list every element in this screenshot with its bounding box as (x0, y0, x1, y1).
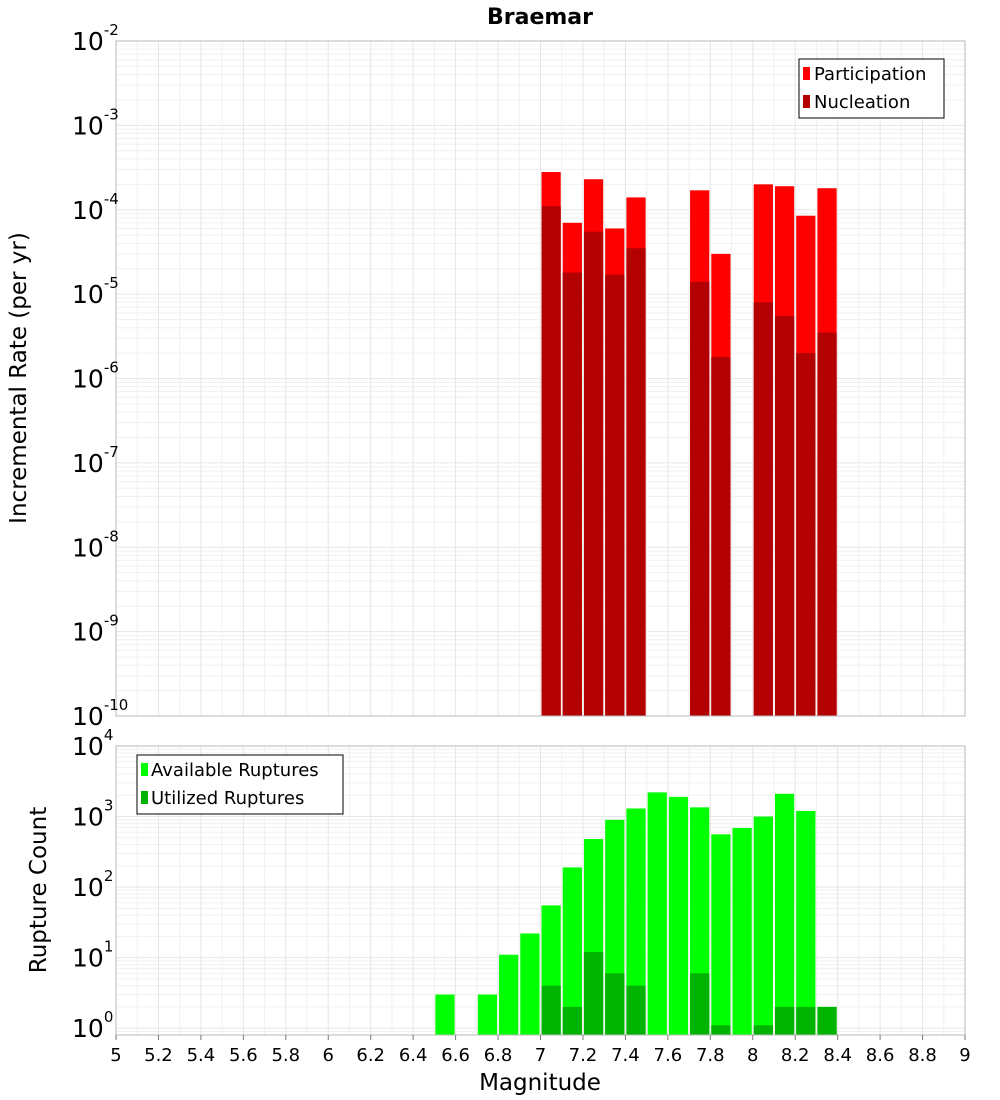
x-tick-label: 7 (535, 1045, 546, 1066)
legend-swatch-utilized-ruptures (141, 791, 148, 804)
x-tick-label: 8.6 (866, 1045, 895, 1066)
bar-available-ruptures (499, 954, 519, 1035)
top-plot-grid (115, 40, 966, 717)
top-y-ticks: 10-10 10-9 10-8 10-7 10-6 10-5 10-4 10-3 10-2 (72, 21, 128, 731)
bottom-legend-box (136, 754, 344, 815)
bar-nucleation (774, 316, 795, 716)
bar-utilized-ruptures (605, 973, 625, 1035)
bottom-plot-grid (115, 745, 966, 1036)
x-ticks: 5 5.2 5.4 5.6 5.8 6 6.2 6.4 6.6 6.8 7 7.2 7.4 7.6 7.8 8… (110, 1035, 971, 1066)
x-tick-label: 9 (959, 1045, 970, 1066)
bottom-legend: Available Ruptures Utilized Ruptures (136, 754, 344, 815)
legend-swatch-participation (803, 67, 810, 80)
top-y-tick-label: 10-4 (72, 190, 119, 225)
bar-utilized-ruptures (690, 973, 710, 1035)
legend-label-utilized-ruptures: Utilized Ruptures (151, 788, 304, 809)
bar-utilized-ruptures (711, 1025, 731, 1035)
top-y-tick-label: 10-2 (72, 21, 119, 56)
top-plot-border (115, 40, 966, 717)
legend-swatch-available-ruptures (141, 763, 148, 776)
bar-available-ruptures (647, 792, 667, 1035)
bar-nucleation (605, 274, 625, 716)
bar-nucleation (583, 231, 604, 716)
x-tick-label: 5.2 (144, 1045, 173, 1066)
bar-nucleation (690, 281, 710, 716)
x-tick-label: 5 (110, 1045, 121, 1066)
bar-nucleation (817, 332, 837, 716)
bar-available-ruptures (626, 808, 646, 1035)
x-tick-label: 5.4 (187, 1045, 216, 1066)
legend-label-nucleation: Nucleation (814, 92, 910, 113)
top-y-tick-label: 10-10 (72, 696, 128, 731)
bar-available-ruptures (562, 867, 582, 1035)
bar-available-ruptures (753, 816, 773, 1035)
x-tick-label: 5.6 (229, 1045, 258, 1066)
legend-label-available-ruptures: Available Ruptures (151, 760, 319, 781)
bar-available-ruptures (796, 810, 816, 1035)
top-legend-box (798, 58, 945, 119)
x-axis-label: Magnitude (479, 1070, 601, 1096)
bar-available-ruptures (711, 834, 731, 1035)
legend-swatch-nucleation (803, 95, 810, 108)
x-tick-label: 6 (323, 1045, 334, 1066)
bar-utilized-ruptures (774, 1006, 795, 1035)
top-y-tick-label: 10-3 (72, 105, 119, 140)
bar-nucleation (796, 353, 816, 716)
bar-utilized-ruptures (796, 1006, 816, 1035)
bar-nucleation (753, 302, 773, 716)
x-tick-label: 6.8 (484, 1045, 513, 1066)
x-tick-label: 7.2 (569, 1045, 598, 1066)
bar-utilized-ruptures (626, 985, 646, 1035)
x-tick-label: 7.4 (611, 1045, 640, 1066)
top-y-tick-label: 10-7 (72, 443, 119, 478)
bar-utilized-ruptures (562, 1006, 582, 1035)
legend-label-participation: Participation (814, 64, 926, 85)
x-tick-label: 8 (747, 1045, 758, 1066)
bar-nucleation (562, 272, 582, 716)
x-tick-label: 8.8 (908, 1045, 937, 1066)
bar-utilized-ruptures (753, 1025, 773, 1035)
x-tick-label: 6.2 (356, 1045, 385, 1066)
top-plot-frame (115, 40, 966, 717)
x-tick-label: 6.4 (399, 1045, 428, 1066)
bar-available-ruptures (520, 933, 540, 1035)
bar-available-ruptures (668, 796, 689, 1035)
top-y-tick-label: 10-9 (72, 612, 119, 647)
bottom-y-tick-label: 102 (72, 867, 113, 902)
bottom-y-tick-label: 100 (72, 1008, 113, 1043)
bottom-plot-bars (435, 792, 837, 1035)
bar-available-ruptures (435, 994, 455, 1035)
bar-available-ruptures (774, 793, 795, 1035)
bar-utilized-ruptures (817, 1006, 837, 1035)
bottom-y-ticks: 100 101 102 103 104 (72, 726, 113, 1043)
bar-utilized-ruptures (541, 985, 561, 1035)
bar-nucleation (711, 356, 731, 716)
top-plot-bars (541, 172, 837, 717)
top-legend: Participation Nucleation (798, 58, 945, 119)
x-tick-label: 6.6 (441, 1045, 470, 1066)
bottom-y-tick-label: 104 (72, 726, 113, 761)
bar-available-ruptures (732, 827, 752, 1035)
bottom-y-axis-label: Rupture Count (26, 807, 52, 973)
top-y-axis-label: Incremental Rate (per yr) (6, 232, 32, 524)
x-tick-label: 7.6 (654, 1045, 683, 1066)
bar-nucleation (626, 248, 646, 717)
top-y-tick-label: 10-6 (72, 359, 119, 394)
bar-available-ruptures (477, 994, 498, 1035)
x-tick-label: 8.4 (823, 1045, 852, 1066)
bottom-y-tick-label: 101 (72, 938, 113, 973)
bottom-y-tick-label: 103 (72, 797, 113, 832)
x-tick-label: 7.8 (696, 1045, 725, 1066)
chart-title: Braemar (487, 5, 593, 30)
x-tick-label: 5.8 (271, 1045, 300, 1066)
top-y-tick-label: 10-8 (72, 527, 119, 562)
bar-utilized-ruptures (583, 952, 604, 1035)
bar-nucleation (541, 206, 561, 716)
top-y-tick-label: 10-5 (72, 274, 119, 309)
x-tick-label: 8.2 (781, 1045, 810, 1066)
